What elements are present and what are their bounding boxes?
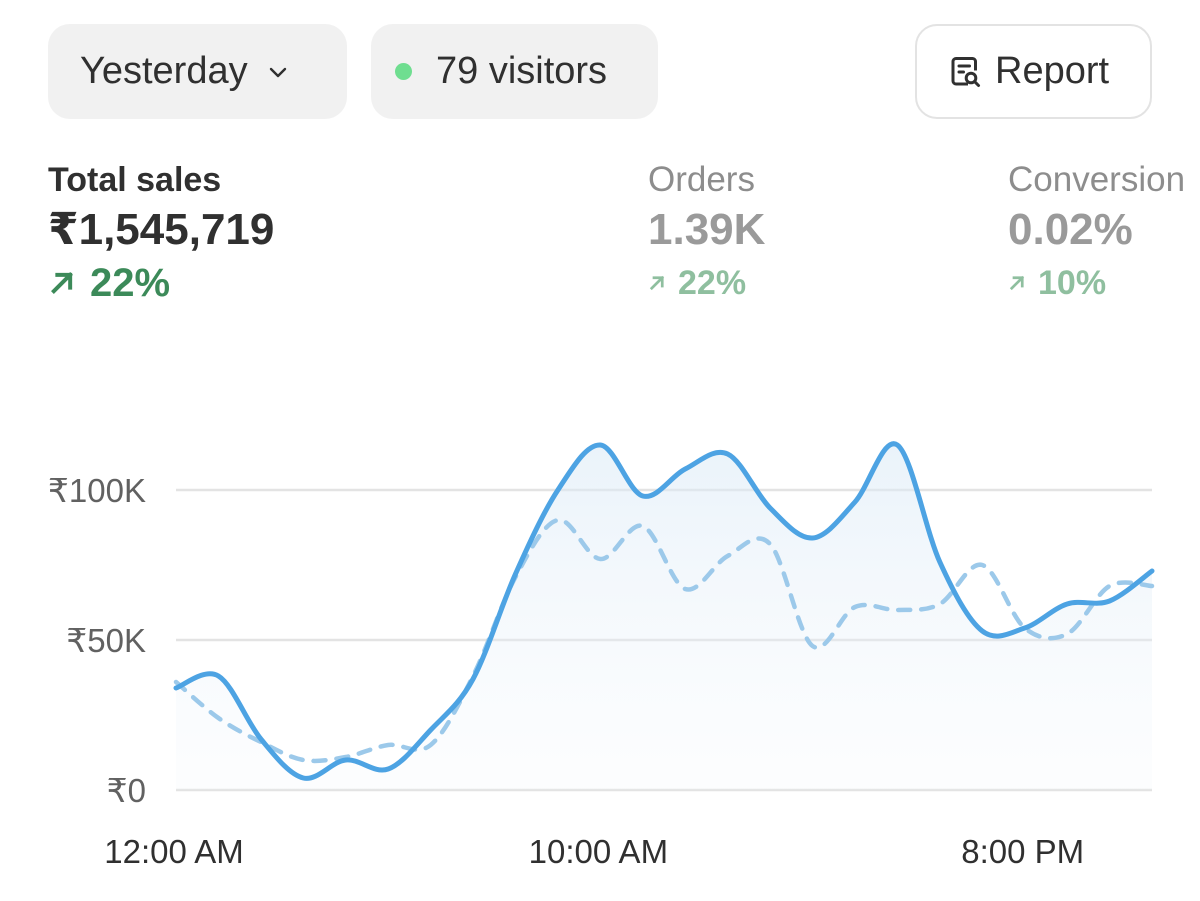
conversion-label: Conversion [1008, 160, 1186, 199]
arrow-up-right-icon [649, 275, 665, 291]
x-axis: 12:00 AM 10:00 AM 8:00 PM [104, 833, 1084, 870]
date-range-selector[interactable]: Yesterday [48, 24, 347, 119]
orders-label: Orders [648, 160, 755, 199]
total-sales-label: Total sales [48, 161, 222, 199]
report-search-icon [951, 56, 980, 87]
report-button-label: Report [995, 50, 1110, 92]
y-axis: ₹0 ₹50K ₹100K [48, 472, 146, 809]
arrow-up-right-icon [1009, 275, 1025, 291]
y-tick-label: ₹0 [107, 772, 146, 809]
visitors-count: 79 visitors [436, 50, 608, 92]
sales-area-fill [176, 443, 1152, 790]
report-button[interactable]: Report [915, 24, 1152, 119]
conversion-value: 0.02% [1008, 205, 1133, 254]
y-tick-label: ₹50K [66, 622, 146, 659]
y-tick-label: ₹100K [48, 472, 146, 509]
total-sales-change-value: 22% [90, 261, 171, 305]
total-sales-metric[interactable]: Total sales ₹1,545,719 22% [48, 158, 274, 306]
date-range-label: Yesterday [80, 50, 248, 92]
conversion-change: 10% [1008, 260, 1185, 306]
comparison-series-line [173, 517, 1155, 764]
chevron-down-icon [269, 67, 286, 77]
orders-value: 1.39K [648, 205, 766, 254]
x-tick-label: 8:00 PM [961, 833, 1084, 870]
chart-series [173, 441, 1155, 790]
orders-change: 22% [648, 260, 765, 306]
live-visitors-badge[interactable]: 79 visitors [371, 24, 658, 119]
total-sales-value: ₹1,545,719 [48, 205, 275, 254]
x-tick-label: 12:00 AM [104, 833, 243, 870]
total-sales-change: 22% [48, 260, 274, 306]
sales-series-line [173, 441, 1155, 781]
conversion-change-value: 10% [1038, 264, 1107, 302]
x-tick-label: 10:00 AM [529, 833, 668, 870]
conversion-metric[interactable]: Conversion 0.02% 10% [1008, 158, 1185, 306]
orders-change-value: 22% [678, 264, 747, 302]
live-status-dot-icon [395, 63, 412, 80]
sales-line-chart[interactable]: ₹0 ₹50K ₹100K 12:00 AM 10:00 AM 8:00 PM [0, 360, 1200, 901]
orders-metric[interactable]: Orders 1.39K 22% [648, 158, 765, 306]
arrow-up-right-icon [51, 272, 73, 294]
